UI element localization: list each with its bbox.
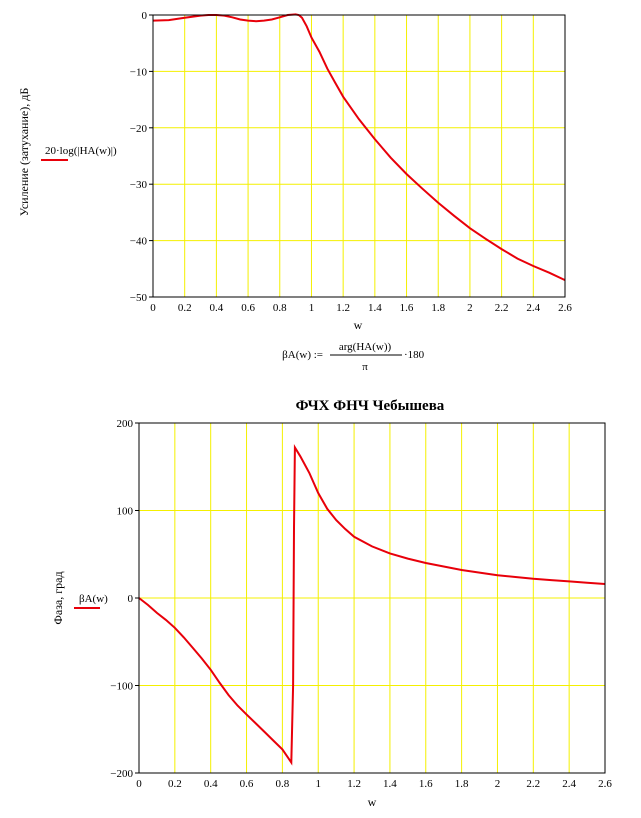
- formula-factor: ·180: [404, 349, 425, 361]
- y-tick-label: −100: [110, 681, 133, 693]
- series-line: [138, 444, 606, 766]
- formula-lhs: βA(w) :=: [282, 349, 323, 361]
- x-tick-label: 0.4: [204, 778, 218, 790]
- x-tick-label: 1.2: [336, 302, 350, 314]
- gain-chart: 0 0.2 0.4 0.6 0.8 1 1.2 1.4 1.6 1.8 2 2.2 2.4 2.6 0 −10…: [17, 10, 572, 332]
- x-tick-label: 1.6: [419, 778, 433, 790]
- x-tick-label: 1.4: [383, 778, 397, 790]
- legend-label: βA(w): [79, 593, 108, 605]
- x-tick-label: 0.2: [178, 302, 192, 314]
- y-tick-label: 0: [128, 593, 134, 605]
- x-tick-label: 2.4: [562, 778, 576, 790]
- y-tick-label: 200: [117, 418, 134, 430]
- plot-frame: [152, 14, 566, 298]
- x-tick-label: 0: [150, 302, 156, 314]
- x-tick-label: 2.2: [495, 302, 509, 314]
- x-tick-label: 2.6: [598, 778, 612, 790]
- grid: [153, 15, 565, 297]
- y-tick-label: −20: [130, 123, 148, 135]
- plot-frame: [138, 422, 606, 774]
- x-tick-label: 0.2: [168, 778, 182, 790]
- x-axis-label: w: [354, 318, 363, 332]
- y-tick-label: −10: [130, 66, 148, 78]
- x-tick-label: 0.8: [276, 778, 290, 790]
- x-tick-label: 0.8: [273, 302, 287, 314]
- x-tick-label: 1.8: [431, 302, 445, 314]
- x-tick-label: 0.6: [241, 302, 255, 314]
- phase-chart: ФЧХ ФНЧ Чебышева 0 0.2 0.4 0.6 0.8 1 1.2 1.4 1.6…: [51, 398, 612, 809]
- tick-labels: 0 0.2 0.4 0.6 0.8 1 1.2 1.4 1.6 1.8 2 2.2 2.4 2.6 0 −10…: [130, 10, 573, 314]
- formula-denominator: π: [362, 361, 368, 373]
- x-tick-label: 0: [136, 778, 142, 790]
- x-tick-label: 2: [467, 302, 473, 314]
- formula-numerator: arg(HA(w)): [339, 341, 392, 353]
- x-tick-label: 1: [309, 302, 315, 314]
- x-tick-label: 1.4: [368, 302, 382, 314]
- x-tick-label: 2.2: [526, 778, 540, 790]
- x-tick-label: 0.6: [240, 778, 254, 790]
- chart-title: ФЧХ ФНЧ Чебышева: [296, 398, 445, 414]
- y-tick-label: −200: [110, 768, 133, 780]
- tick-labels: 0 0.2 0.4 0.6 0.8 1 1.2 1.4 1.6 1.8 2 2.2 2.4 2.6 200 1…: [110, 418, 612, 790]
- formula: βA(w) := arg(HA(w)) π ·180: [282, 341, 424, 373]
- x-tick-label: 1.8: [455, 778, 469, 790]
- x-tick-label: 2.4: [526, 302, 540, 314]
- x-tick-label: 1.6: [400, 302, 414, 314]
- x-axis-label: w: [368, 795, 377, 809]
- x-tick-label: 2: [495, 778, 501, 790]
- series-line: [152, 13, 566, 282]
- y-tick-label: 100: [117, 506, 134, 518]
- x-tick-label: 1: [315, 778, 321, 790]
- y-tick-label: 0: [142, 10, 148, 22]
- x-tick-label: 2.6: [558, 302, 572, 314]
- y-tick-label: −30: [130, 179, 148, 191]
- y-tick-label: −40: [130, 236, 148, 248]
- plot-area: [153, 15, 565, 297]
- x-tick-label: 0.4: [210, 302, 224, 314]
- y-tick-label: −50: [130, 292, 148, 304]
- y-axis-label: Усиление (затухание), дБ: [17, 88, 31, 217]
- legend-label: 20·log(|HA(w)|): [45, 145, 117, 157]
- x-tick-label: 1.2: [347, 778, 361, 790]
- y-axis-label: Фаза, град: [51, 571, 65, 624]
